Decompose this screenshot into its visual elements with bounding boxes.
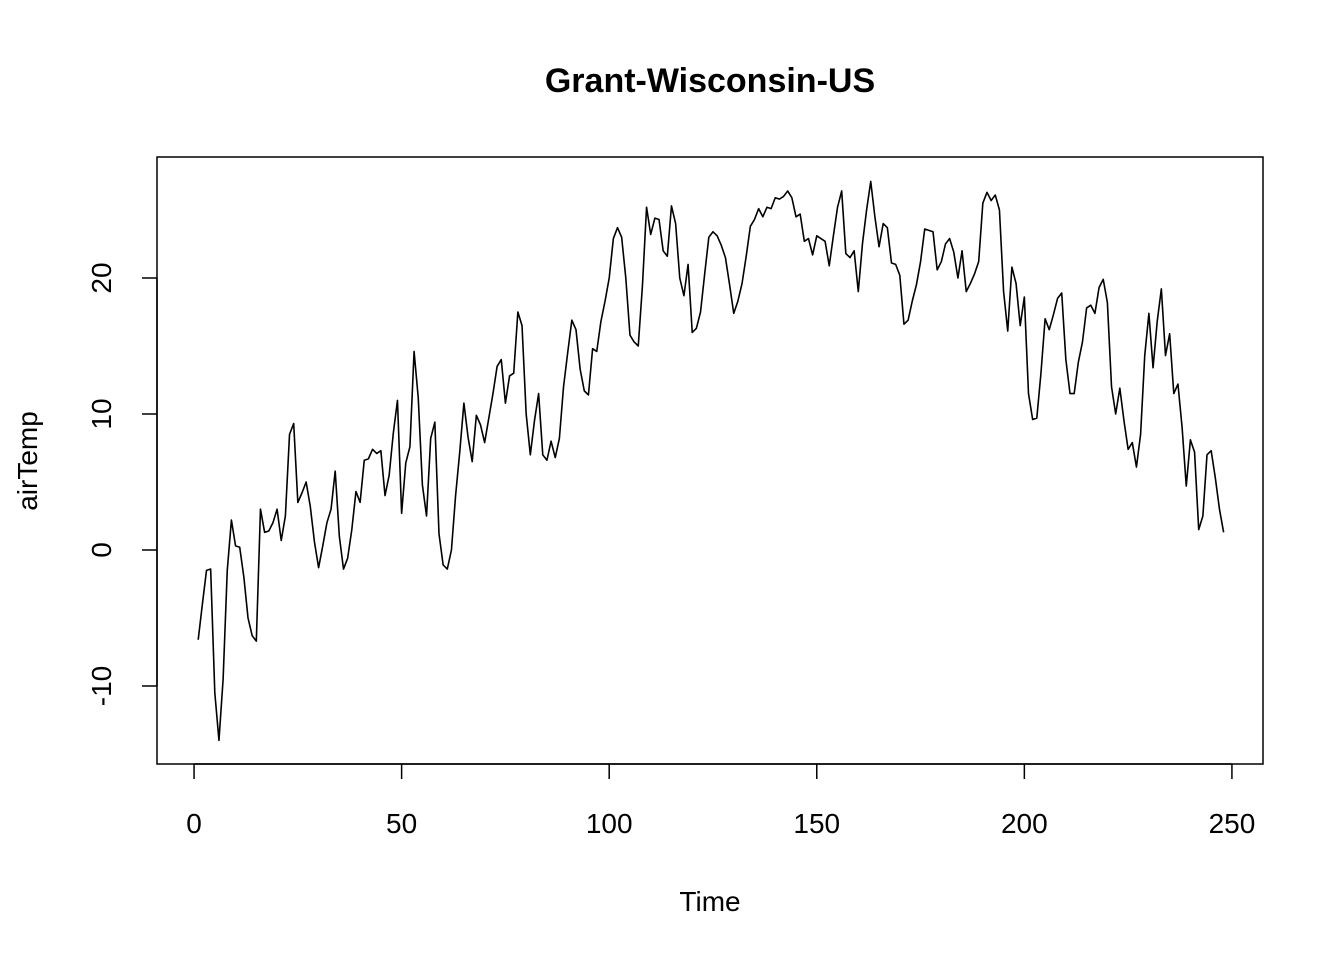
x-tick-label: 100 <box>586 808 633 839</box>
y-tick-label: 20 <box>86 262 117 293</box>
x-tick-label: 0 <box>186 808 202 839</box>
y-tick-label: 10 <box>86 398 117 429</box>
x-tick-label: 50 <box>386 808 417 839</box>
x-tick-label: 250 <box>1209 808 1256 839</box>
y-tick-label: -10 <box>86 666 117 706</box>
y-axis-label: airTemp <box>12 411 43 511</box>
x-axis: 0 50 100 150 200 250 <box>186 763 1256 839</box>
series-group <box>197 180 1225 742</box>
chart-title: Grant-Wisconsin-US <box>545 62 875 100</box>
x-tick-label: 200 <box>1001 808 1048 839</box>
x-tick-label: 150 <box>793 808 840 839</box>
series-line <box>197 180 1225 742</box>
x-axis-label: Time <box>679 886 740 917</box>
y-axis: -10 0 10 20 <box>86 262 158 706</box>
y-tick-label: 0 <box>86 542 117 558</box>
